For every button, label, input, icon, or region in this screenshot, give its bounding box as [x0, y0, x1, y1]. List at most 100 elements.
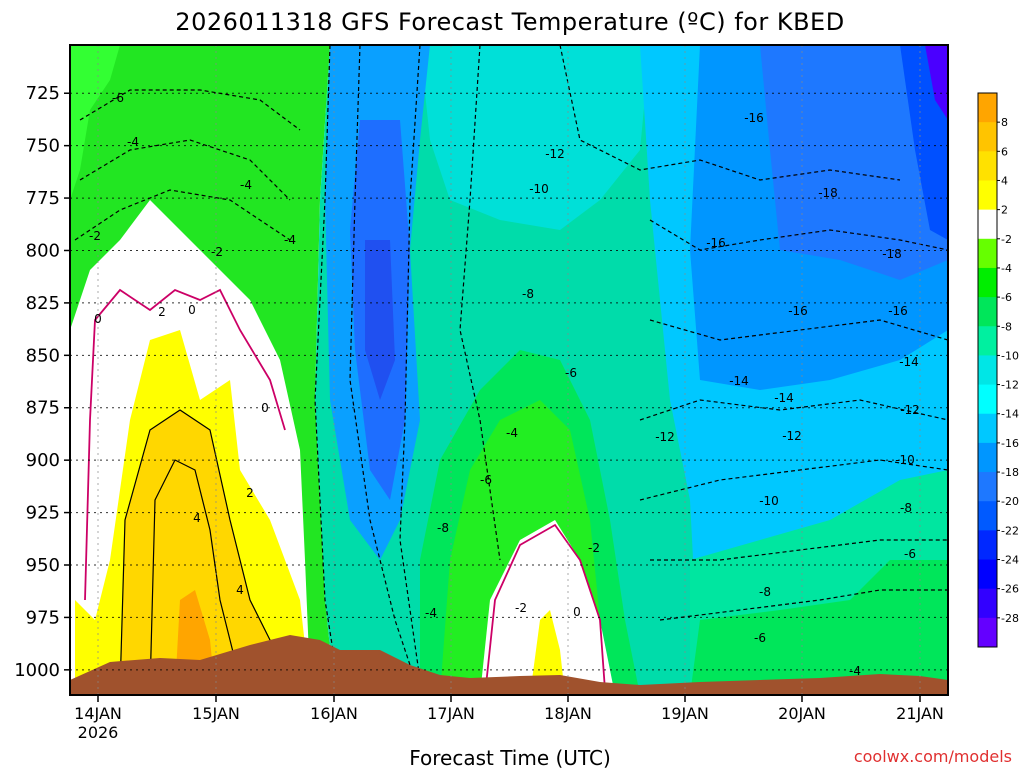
contour-label: -14 — [899, 355, 919, 369]
contour-label: 0 — [573, 605, 581, 619]
contour-label: -4 — [849, 664, 861, 678]
temperature-field — [70, 45, 948, 695]
contour-line — [74, 189, 291, 241]
y-tick-label: 750 — [26, 136, 60, 157]
contour-label: -6 — [904, 547, 916, 561]
contour-line — [399, 45, 421, 681]
colorbar-label: -26 — [1001, 583, 1019, 596]
chart-title: 2026011318 GFS Forecast Temperature (ºC)… — [175, 8, 844, 36]
y-tick-label: 1000 — [14, 660, 60, 681]
contour-label: -2 — [515, 601, 527, 615]
colorbar-swatch — [978, 209, 997, 240]
colorbar-swatch — [978, 442, 997, 473]
region-blue-right2 — [760, 45, 948, 280]
colorbar-swatch — [978, 297, 997, 327]
colorbar-label: -4 — [1001, 262, 1012, 275]
contour-line — [649, 219, 948, 251]
grid — [70, 45, 948, 695]
colorbar-label: -18 — [1001, 466, 1019, 479]
contour-label: -6 — [754, 631, 766, 645]
contour-label: -16 — [788, 304, 808, 318]
colorbar-label: 8 — [1001, 116, 1008, 129]
contour-line — [639, 459, 948, 501]
region-yellow-mid — [530, 610, 565, 695]
contour-label: 0 — [94, 312, 102, 326]
y-tick-label: 825 — [26, 293, 60, 314]
colorbar-label: -8 — [1001, 320, 1012, 333]
zero-contour — [84, 288, 286, 601]
region-core-trough — [365, 240, 395, 400]
colorbar-label: -10 — [1001, 349, 1019, 362]
contour-line — [79, 139, 291, 201]
contour-label: 4 — [236, 583, 244, 597]
colorbar-swatch — [978, 93, 997, 123]
x-tick-label: 15JAN — [192, 704, 240, 723]
x-year-label: 2026 — [78, 723, 119, 742]
contour-label: -4 — [240, 178, 252, 192]
contour-label: 2 — [246, 486, 254, 500]
contour-line — [650, 539, 948, 561]
colorbar-frame — [977, 92, 998, 648]
x-tick-label: 17JAN — [427, 704, 475, 723]
contour-label: -10 — [895, 453, 915, 467]
contour-label: -8 — [900, 501, 912, 515]
contour-label: -2 — [89, 229, 101, 243]
colorbar-swatch — [978, 384, 997, 415]
x-tick-label: 18JAN — [544, 704, 592, 723]
colorbar-swatch — [978, 472, 997, 502]
contour-label: -18 — [818, 186, 838, 200]
contour-line — [79, 89, 301, 131]
contour-line-positive — [119, 409, 281, 691]
colorbar-label: 2 — [1001, 204, 1008, 217]
x-axis: 14JAN 15JAN 16JAN 17JAN 18JAN 19JAN 20JAN 21JAN — [74, 695, 944, 723]
contour-label: -14 — [729, 374, 749, 388]
contour-line-positive — [149, 459, 236, 691]
y-tick-label: 975 — [26, 607, 60, 628]
contour-label: -16 — [888, 304, 908, 318]
colorbar-swatch — [978, 530, 997, 561]
contour-label: -12 — [900, 403, 920, 417]
colorbar-swatch — [978, 326, 997, 356]
contour-label: -4 — [284, 233, 296, 247]
colorbar-swatch — [978, 588, 997, 619]
contour-label: -16 — [744, 111, 764, 125]
colorbar-swatch — [978, 122, 997, 152]
colorbar-swatch — [978, 559, 997, 590]
contour-label: -12 — [545, 147, 565, 161]
colorbar-label: -12 — [1001, 379, 1019, 392]
y-tick-label: 775 — [26, 188, 60, 209]
region-green-upper — [70, 45, 120, 200]
x-tick-label: 20JAN — [778, 704, 826, 723]
contour-label: 0 — [261, 401, 269, 415]
contour-label: -12 — [782, 429, 802, 443]
colorbar-label: -20 — [1001, 495, 1019, 508]
colorbar-label: 4 — [1001, 174, 1008, 187]
colorbar-label: -28 — [1001, 612, 1019, 625]
colorbar-swatch — [978, 180, 997, 211]
contour-label: 4 — [193, 511, 201, 525]
contour-label: -10 — [759, 494, 779, 508]
colorbar-swatch — [978, 617, 997, 648]
x-axis-title: Forecast Time (UTC) — [409, 746, 611, 768]
contour-label: 0 — [188, 303, 196, 317]
y-tick-label: 925 — [26, 503, 60, 524]
contour-labels: -6 -4 -4 -2 -2 -4 0 2 0 0 2 4 4 -12 -10 -8 -6 -4 -6 -8 -4 -2 -… — [89, 91, 920, 678]
y-tick-label: 875 — [26, 398, 60, 419]
y-tick-label: 725 — [26, 83, 60, 104]
contour-line — [659, 589, 948, 621]
y-tick-label: 950 — [26, 555, 60, 576]
y-tick-label: 800 — [26, 240, 60, 261]
colorbar: 8 6 4 2 -2 -4 -6 -8 -10 -12 -14 -16 -18 -20 -22 -24 -26 -… — [977, 92, 1019, 648]
x-tick-label: 14JAN — [74, 704, 122, 723]
colorbar-label: -24 — [1001, 554, 1019, 567]
contour-label: -2 — [211, 245, 223, 259]
colorbar-label: -6 — [1001, 291, 1012, 304]
contour-line — [559, 45, 901, 181]
contour-label: -12 — [655, 430, 675, 444]
colorbar-swatch — [978, 413, 997, 444]
contour-label: -10 — [529, 182, 549, 196]
surface-terrain — [70, 635, 948, 695]
region-violet-corner — [925, 45, 948, 120]
contour-label: -4 — [425, 606, 437, 620]
